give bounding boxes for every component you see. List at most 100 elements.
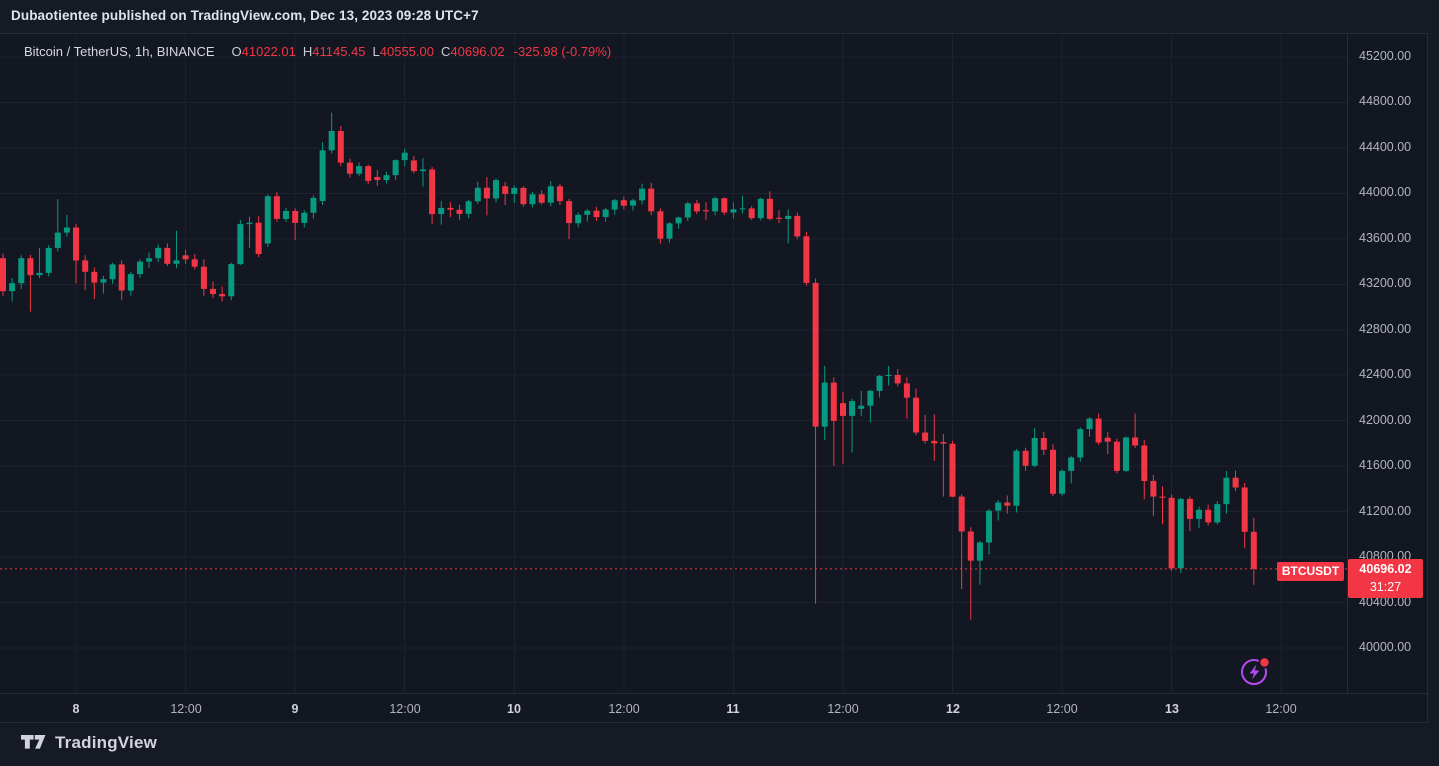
candle-body	[675, 217, 682, 224]
candle-body	[830, 382, 837, 421]
tradingview-logo[interactable]: TradingView	[21, 733, 157, 753]
symbol-badge: BTCUSDT	[1277, 562, 1344, 581]
candle	[1104, 431, 1111, 455]
candle-body	[876, 375, 883, 391]
time-axis[interactable]: 8 12:00 9 12:00 10 12:00 11 12:00 12 12:00 13 12:00	[0, 693, 1427, 723]
time-tick-label: 12:00	[1046, 702, 1078, 716]
candle	[821, 365, 828, 440]
time-tick-label: 12:00	[1265, 702, 1297, 716]
candle	[876, 375, 883, 398]
price-axis[interactable]: 45200.00 44800.00 44400.00 44000.00 43600.00…	[1347, 34, 1427, 693]
candle	[1250, 517, 1257, 585]
price-tick-label: 41600.00	[1359, 458, 1412, 472]
candle	[967, 527, 974, 620]
candle-body	[1013, 450, 1020, 506]
symbol-title: Bitcoin / TetherUS, 1h, BINANCE	[24, 44, 215, 59]
candle	[9, 278, 16, 302]
candle-body	[903, 383, 910, 398]
candle	[273, 192, 280, 222]
candle	[264, 194, 271, 247]
candle	[255, 216, 262, 257]
candle	[1177, 497, 1184, 574]
candle-body	[520, 187, 527, 205]
candle	[237, 220, 244, 265]
candle-body	[1068, 457, 1075, 471]
candle-body	[1113, 441, 1120, 471]
published-text: Dubaotientee published on TradingView.co…	[11, 8, 479, 23]
candle	[1132, 413, 1139, 449]
candle-body	[931, 440, 938, 444]
candle	[155, 244, 162, 263]
candle	[703, 202, 709, 220]
price-tick-label: 40400.00	[1359, 595, 1412, 609]
legend-ohlc-value-H: 41145.45	[312, 44, 366, 59]
candle-body	[1196, 509, 1202, 519]
candle-body	[100, 279, 107, 283]
candle-body	[127, 274, 134, 291]
candle	[693, 200, 700, 215]
candle-body	[54, 232, 61, 248]
candle-body	[1132, 437, 1139, 446]
candle-body	[858, 405, 865, 409]
candle	[283, 207, 289, 222]
candle-body	[1040, 438, 1047, 450]
candle-body	[328, 131, 335, 151]
candle	[1059, 469, 1066, 496]
boost-button[interactable]	[1236, 653, 1274, 691]
time-tick-label: 8	[72, 702, 80, 716]
candle-body	[346, 162, 353, 174]
candle-body	[620, 200, 627, 206]
candle-body	[1077, 429, 1084, 458]
price-tick-label: 44400.00	[1359, 140, 1412, 154]
candle	[584, 209, 591, 222]
candle-body	[246, 222, 253, 225]
candle	[447, 202, 454, 218]
candle-body	[529, 194, 536, 205]
candle-body	[91, 271, 98, 283]
candle-body	[365, 166, 372, 181]
candle-body	[45, 247, 52, 273]
price-tick-label: 41200.00	[1359, 504, 1412, 518]
candle-body	[693, 203, 700, 212]
candle	[566, 198, 573, 240]
tradingview-glyph-icon	[21, 734, 46, 749]
candle-body	[301, 212, 308, 223]
candle	[830, 377, 837, 466]
candle-body	[757, 198, 764, 219]
candle-body	[1186, 498, 1193, 519]
candle-body	[1159, 496, 1166, 498]
candle	[739, 195, 746, 214]
candle	[337, 126, 344, 167]
candle-body	[264, 196, 271, 244]
candle	[995, 500, 1002, 521]
candle	[292, 208, 299, 240]
candle-body	[575, 214, 582, 224]
candle-body	[438, 207, 445, 214]
candle-body	[1223, 477, 1230, 505]
candle-body	[748, 208, 755, 219]
legend-ohlc-value-O: 41022.01	[241, 44, 296, 59]
candle	[1040, 431, 1047, 455]
time-tick-label: 12:00	[608, 702, 640, 716]
notification-dot	[1260, 658, 1269, 667]
brand-text: TradingView	[55, 733, 158, 752]
candle-body	[602, 209, 609, 217]
candle-body	[584, 210, 591, 215]
candle	[867, 389, 874, 423]
ohlc-values: O41022.01 H41145.45 L40555.00 C40696.02	[225, 44, 505, 59]
candle-body	[894, 375, 901, 384]
candle	[401, 148, 408, 167]
candle	[45, 245, 52, 277]
candle	[210, 281, 216, 298]
candle-body	[913, 397, 919, 433]
footer: TradingView	[0, 724, 1439, 766]
candle-body	[794, 215, 801, 237]
time-tick-label: 12:00	[170, 702, 202, 716]
candle	[913, 388, 919, 436]
candle	[730, 202, 737, 219]
candle	[1050, 444, 1056, 496]
candle	[958, 494, 965, 590]
candle	[611, 198, 618, 215]
candle	[91, 267, 98, 300]
candle-body	[273, 196, 280, 219]
